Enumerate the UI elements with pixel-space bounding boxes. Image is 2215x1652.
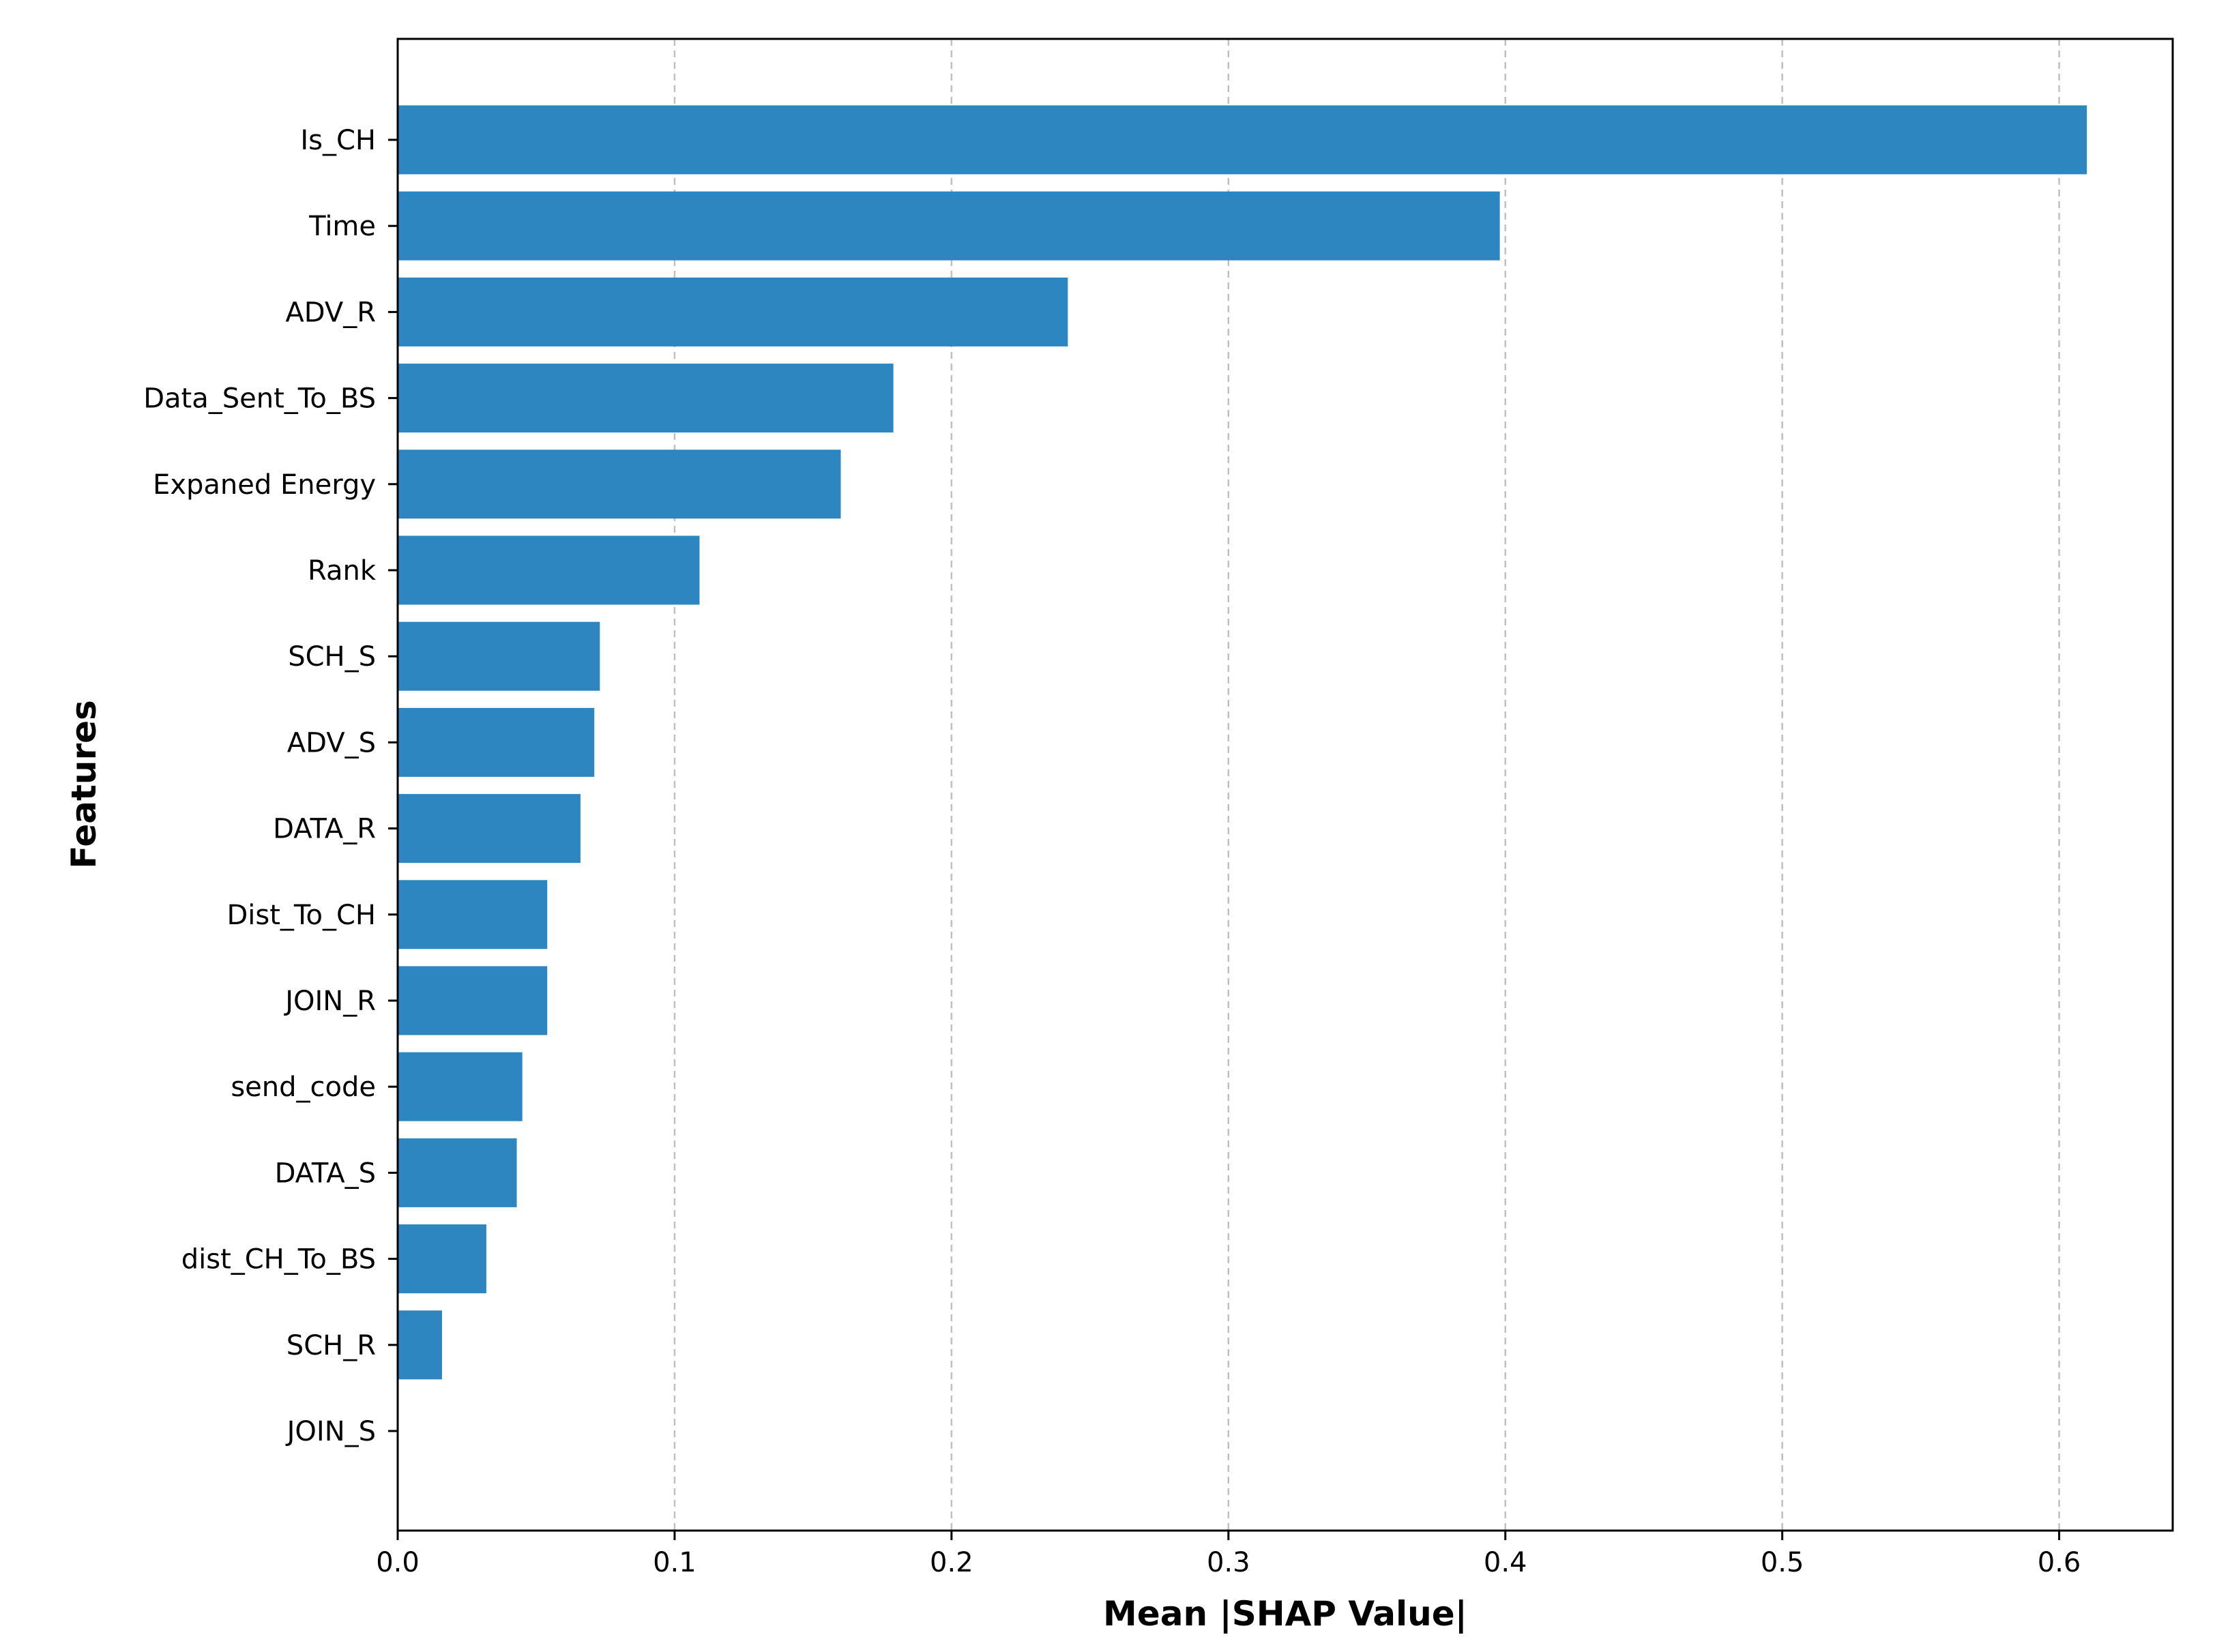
y-category-label: JOIN_R [283, 986, 376, 1017]
x-tick-label: 0.0 [376, 1547, 420, 1578]
x-tick-label: 0.3 [1207, 1547, 1250, 1578]
bar-adv-s [398, 707, 595, 777]
bar-data-r [398, 794, 581, 864]
x-axis-ticks: 0.0 0.1 0.2 0.3 0.4 0.5 0.6 [376, 1531, 2081, 1578]
y-category-label: SCH_S [288, 641, 376, 673]
y-category-label: ADV_S [287, 727, 376, 758]
bar-sch-r [398, 1310, 442, 1380]
y-category-label: DATA_S [275, 1157, 376, 1189]
y-category-label: JOIN_S [285, 1416, 376, 1447]
y-category-label: send_code [231, 1072, 376, 1103]
y-category-label: Data_Sent_To_BS [143, 383, 376, 415]
plot-frame [396, 38, 2174, 1532]
x-tick-label: 0.1 [653, 1547, 696, 1578]
x-tick-label: 0.4 [1484, 1547, 1527, 1578]
bar-send-code [398, 1052, 523, 1121]
x-tick-label: 0.2 [930, 1547, 973, 1578]
y-category-label: SCH_R [287, 1330, 376, 1361]
y-category-label: DATA_R [273, 814, 376, 845]
y-category-label: Is_CH [300, 125, 376, 156]
bar-rank [398, 535, 700, 605]
y-category-label: Dist_To_CH [226, 900, 376, 931]
bar-adv-r [398, 277, 1068, 346]
x-tick-label: 0.6 [2038, 1547, 2081, 1578]
bar-sch-s [398, 621, 600, 691]
y-category-label: Rank [308, 555, 377, 587]
bar-expaned-energy [398, 449, 841, 519]
y-axis-title: Features [64, 700, 104, 869]
x-tick-label: 0.5 [1761, 1547, 1804, 1578]
bars [398, 105, 2087, 1380]
bar-is-ch [398, 105, 2087, 175]
y-category-label: ADV_R [285, 297, 376, 328]
x-axis-title: Mean |SHAP Value| [1103, 1594, 1467, 1634]
bar-data-sent-to-bs [398, 364, 894, 433]
bar-time [398, 191, 1500, 261]
y-category-label: Time [308, 211, 376, 242]
bar-join-r [398, 966, 548, 1035]
bar-dist-ch-to-bs [398, 1224, 486, 1294]
bar-data-s [398, 1138, 517, 1207]
y-category-label: dist_CH_To_BS [181, 1244, 376, 1275]
bar-dist-to-ch [398, 880, 548, 949]
y-axis-ticks: Is_CH Time ADV_R Data_Sent_To_BS Expaned Ene… [143, 125, 398, 1447]
y-category-label: Expaned Energy [153, 469, 376, 501]
